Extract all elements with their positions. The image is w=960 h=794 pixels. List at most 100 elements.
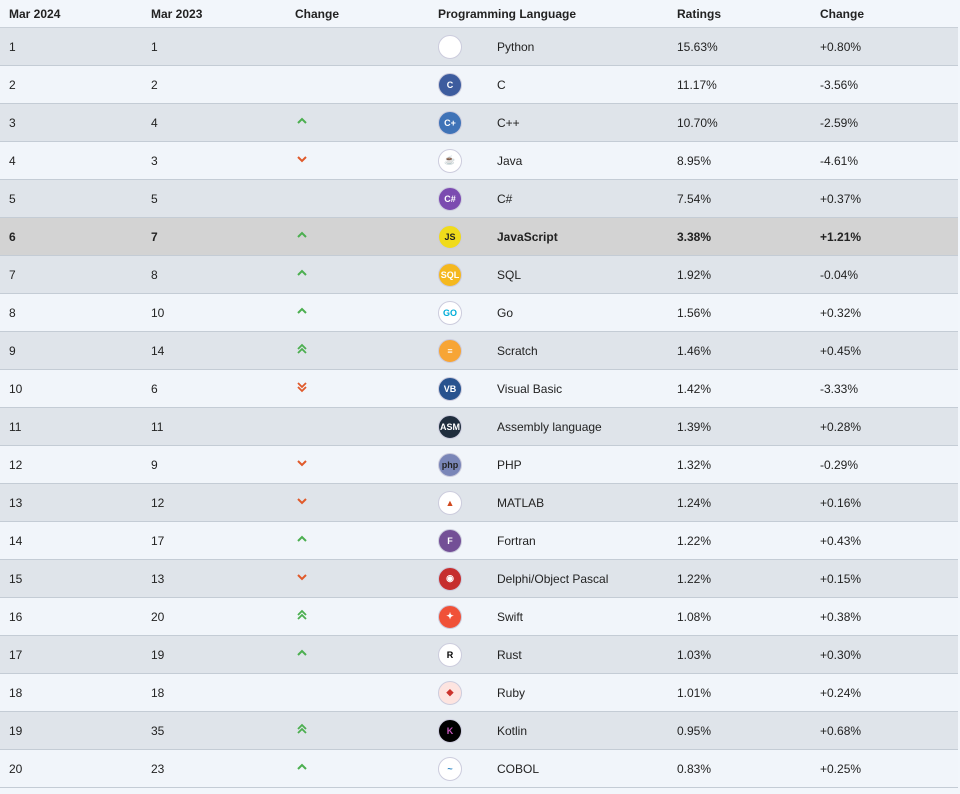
language-name[interactable]: Go: [497, 305, 514, 320]
table-row[interactable]: 15 13 ◉ Delphi/Object Pascal 1.22% +0.15%: [0, 559, 958, 598]
cell-rating: 1.03%: [677, 635, 820, 674]
cell-change-percent: +0.16%: [820, 483, 958, 522]
language-name[interactable]: Visual Basic: [497, 381, 563, 396]
cell-rating: 7.54%: [677, 179, 820, 218]
cell-rank-current: 14: [0, 521, 151, 560]
cell-change-arrow: [295, 255, 438, 294]
cell-rank-previous: 2: [151, 65, 295, 104]
cell-rank-current: 7: [0, 255, 151, 294]
cell-rating: 0.95%: [677, 711, 820, 750]
table-row[interactable]: 9 14 ≡ Scratch 1.46% +0.45%: [0, 331, 958, 370]
cell-change-percent: +0.37%: [820, 179, 958, 218]
cell-rank-previous: 23: [151, 749, 295, 788]
cell-rank-previous: 19: [151, 635, 295, 674]
cell-rating: 3.38%: [677, 217, 820, 256]
cell-change-percent: +0.43%: [820, 521, 958, 560]
language-name[interactable]: Scratch: [497, 343, 538, 358]
cell-change-arrow: [295, 445, 438, 484]
header-change-percent[interactable]: Change: [820, 0, 958, 28]
table-row[interactable]: 14 17 F Fortran 1.22% +0.43%: [0, 521, 958, 560]
cell-rank-previous: 20: [151, 597, 295, 636]
language-name[interactable]: PHP: [497, 457, 522, 472]
language-name[interactable]: Kotlin: [497, 723, 528, 738]
header-rank-current[interactable]: Mar 2024: [0, 0, 151, 28]
visual-basic-icon: VB: [438, 376, 462, 401]
table-row[interactable]: 12 9 php PHP 1.32% -0.29%: [0, 445, 958, 484]
cell-rank-current: 17: [0, 635, 151, 674]
language-name[interactable]: Delphi/Object Pascal: [497, 571, 609, 586]
cell-rank-current: 3: [0, 103, 151, 142]
table-row[interactable]: 3 4 C+ C++ 10.70% -2.59%: [0, 103, 958, 142]
cell-change-arrow: [295, 597, 438, 636]
table-row[interactable]: 10 6 VB Visual Basic 1.42% -3.33%: [0, 369, 958, 408]
table-row[interactable]: 13 12 ▲ MATLAB 1.24% +0.16%: [0, 483, 958, 522]
table-row[interactable]: 17 19 R Rust 1.03% +0.30%: [0, 635, 958, 674]
cell-language: C+ C++: [438, 103, 677, 142]
cell-rank-previous: 4: [151, 103, 295, 142]
cell-rank-current: 12: [0, 445, 151, 484]
cell-change-percent: +0.28%: [820, 407, 958, 446]
cell-language: JS JavaScript: [438, 217, 677, 256]
table-row[interactable]: 1 1 Python 15.63% +0.80%: [0, 27, 958, 66]
language-name[interactable]: Fortran: [497, 533, 536, 548]
sql-icon: SQL: [438, 262, 462, 287]
cell-rating: 1.22%: [677, 559, 820, 598]
cell-rating: 1.92%: [677, 255, 820, 294]
table-header-row: Mar 2024 Mar 2023 Change Programming Lan…: [0, 0, 958, 28]
cell-rank-previous: 9: [151, 445, 295, 484]
cell-language: php PHP: [438, 445, 677, 484]
language-name[interactable]: C#: [497, 191, 513, 206]
table-row[interactable]: 11 11 ASM Assembly language 1.39% +0.28%: [0, 407, 958, 446]
cell-language: VB Visual Basic: [438, 369, 677, 408]
cell-language: R Rust: [438, 635, 677, 674]
header-language[interactable]: Programming Language: [438, 0, 677, 28]
language-name[interactable]: JavaScript: [497, 229, 558, 244]
cell-rank-current: 18: [0, 673, 151, 712]
double-chevron-up-icon: [296, 609, 308, 621]
swift-icon: ✦: [438, 604, 462, 629]
cell-language: GO Go: [438, 293, 677, 332]
cell-rank-previous: 1: [151, 27, 295, 66]
cell-change-percent: +0.24%: [820, 673, 958, 712]
language-name[interactable]: Java: [497, 153, 523, 168]
cell-rank-previous: 17: [151, 521, 295, 560]
language-name[interactable]: Python: [497, 39, 535, 54]
cell-change-percent: -3.56%: [820, 65, 958, 104]
header-change-arrow[interactable]: Change: [295, 0, 438, 28]
language-name[interactable]: Assembly language: [497, 419, 602, 434]
cell-rank-current: 8: [0, 293, 151, 332]
language-name[interactable]: Swift: [497, 609, 524, 624]
cell-change-percent: +0.45%: [820, 331, 958, 370]
cell-language: F Fortran: [438, 521, 677, 560]
header-ratings[interactable]: Ratings: [677, 0, 820, 28]
cell-rank-previous: 11: [151, 407, 295, 446]
table-row[interactable]: 20 23 ~ COBOL 0.83% +0.25%: [0, 749, 958, 788]
cell-change-arrow: [295, 141, 438, 180]
table-row[interactable]: 18 18 ◆ Ruby 1.01% +0.24%: [0, 673, 958, 712]
header-rank-previous[interactable]: Mar 2023: [151, 0, 295, 28]
chevron-up-icon: [296, 229, 308, 241]
table-row[interactable]: 8 10 GO Go 1.56% +0.32%: [0, 293, 958, 332]
cell-change-percent: -3.33%: [820, 369, 958, 408]
table-row[interactable]: 5 5 C# C# 7.54% +0.37%: [0, 179, 958, 218]
table-row[interactable]: 7 8 SQL SQL 1.92% -0.04%: [0, 255, 958, 294]
table-row[interactable]: 19 35 K Kotlin 0.95% +0.68%: [0, 711, 958, 750]
ruby-icon: ◆: [438, 680, 462, 705]
language-name[interactable]: C: [497, 77, 506, 92]
language-name[interactable]: SQL: [497, 267, 522, 282]
table-row[interactable]: 2 2 C C 11.17% -3.56%: [0, 65, 958, 104]
table-row[interactable]: 16 20 ✦ Swift 1.08% +0.38%: [0, 597, 958, 636]
language-name[interactable]: COBOL: [497, 761, 540, 776]
language-name[interactable]: Rust: [497, 647, 522, 662]
cell-language: ◆ Ruby: [438, 673, 677, 712]
cell-change-percent: +0.25%: [820, 749, 958, 788]
table-row[interactable]: 6 7 JS JavaScript 3.38% +1.21%: [0, 217, 958, 256]
language-name[interactable]: MATLAB: [497, 495, 545, 510]
cobol-icon: ~: [438, 756, 462, 781]
language-name[interactable]: Ruby: [497, 685, 526, 700]
cell-rating: 1.22%: [677, 521, 820, 560]
chevron-up-icon: [296, 115, 308, 127]
language-name[interactable]: C++: [497, 115, 520, 130]
go-icon: GO: [438, 300, 462, 325]
table-row[interactable]: 4 3 ☕ Java 8.95% -4.61%: [0, 141, 958, 180]
